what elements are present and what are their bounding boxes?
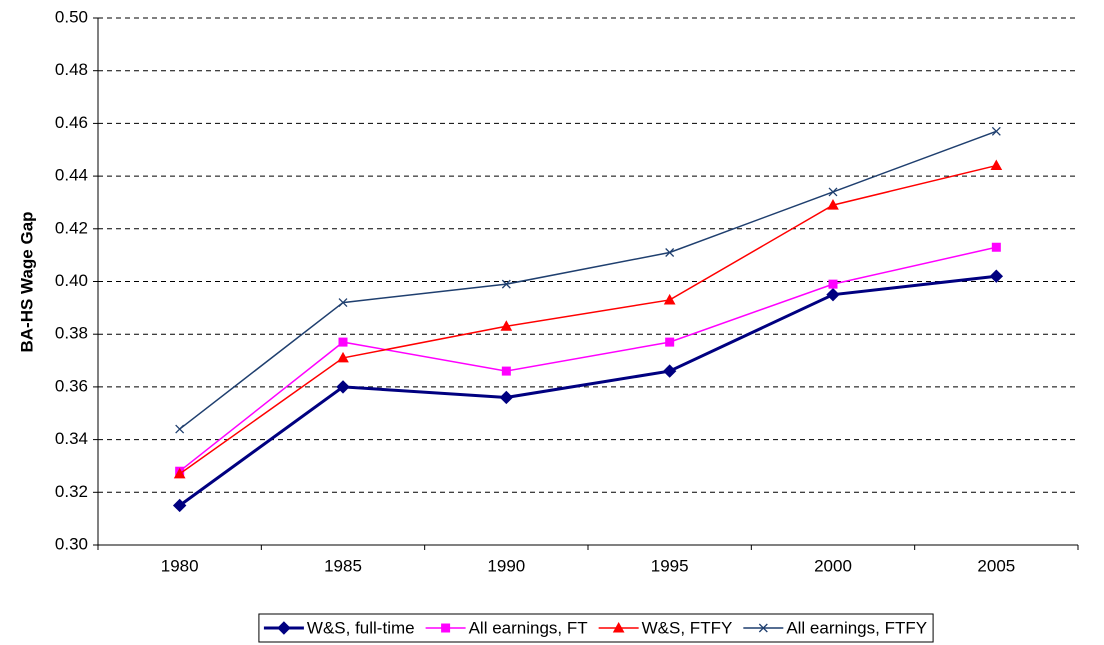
y-tick-label: 0.50 bbox=[55, 7, 88, 26]
series-line bbox=[179, 164, 997, 475]
y-axis-label: BA-HS Wage Gap bbox=[17, 211, 36, 352]
point-marker bbox=[991, 126, 1001, 136]
y-tick-label: 0.38 bbox=[55, 324, 88, 343]
y-tick-label: 0.40 bbox=[55, 271, 88, 290]
x-tick-label: 1995 bbox=[651, 556, 689, 575]
legend-marker bbox=[441, 623, 451, 633]
series-line bbox=[178, 274, 997, 507]
point-marker bbox=[499, 390, 514, 405]
x-tick-label: 1990 bbox=[487, 556, 525, 575]
point-marker bbox=[990, 159, 1003, 171]
point-marker bbox=[338, 298, 348, 308]
y-tick-label: 0.48 bbox=[55, 60, 88, 79]
y-tick-label: 0.44 bbox=[55, 166, 88, 185]
x-tick-label: 2005 bbox=[977, 556, 1015, 575]
y-tick-label: 0.46 bbox=[55, 113, 88, 132]
series-line bbox=[179, 246, 997, 472]
point-marker bbox=[337, 351, 349, 363]
legend-marker bbox=[612, 621, 625, 633]
y-tick-label: 0.42 bbox=[55, 218, 88, 237]
legend-marker bbox=[277, 621, 291, 635]
point-marker bbox=[827, 199, 839, 210]
point-marker bbox=[989, 269, 1004, 283]
y-tick-label: 0.32 bbox=[55, 482, 88, 501]
point-marker bbox=[338, 337, 348, 347]
y-tick-label: 0.36 bbox=[55, 376, 88, 395]
point-marker bbox=[663, 293, 676, 305]
legend-label: All earnings, FT bbox=[469, 618, 588, 637]
point-marker bbox=[500, 320, 513, 331]
x-tick-label: 1985 bbox=[324, 556, 362, 575]
point-marker bbox=[173, 467, 186, 479]
legend-box bbox=[258, 613, 934, 643]
point-marker bbox=[336, 380, 350, 394]
point-marker bbox=[665, 337, 675, 347]
legend-marker bbox=[758, 623, 768, 633]
point-marker bbox=[172, 498, 187, 513]
x-tick-label: 1980 bbox=[161, 556, 199, 575]
legend-label: W&S, FTFY bbox=[642, 618, 733, 637]
point-marker bbox=[991, 242, 1001, 252]
point-marker bbox=[828, 187, 838, 197]
x-tick-label: 2000 bbox=[814, 556, 852, 575]
point-marker bbox=[501, 366, 511, 376]
legend-label: W&S, full-time bbox=[307, 618, 415, 637]
point-marker bbox=[662, 364, 677, 378]
point-marker bbox=[501, 279, 511, 289]
y-tick-label: 0.30 bbox=[55, 534, 88, 553]
point-marker bbox=[828, 279, 838, 289]
legend-label: All earnings, FTFY bbox=[786, 618, 927, 637]
point-marker bbox=[826, 287, 840, 302]
y-tick-label: 0.34 bbox=[55, 429, 88, 448]
point-marker bbox=[665, 248, 675, 257]
point-marker bbox=[175, 424, 185, 434]
series-line bbox=[179, 130, 997, 430]
